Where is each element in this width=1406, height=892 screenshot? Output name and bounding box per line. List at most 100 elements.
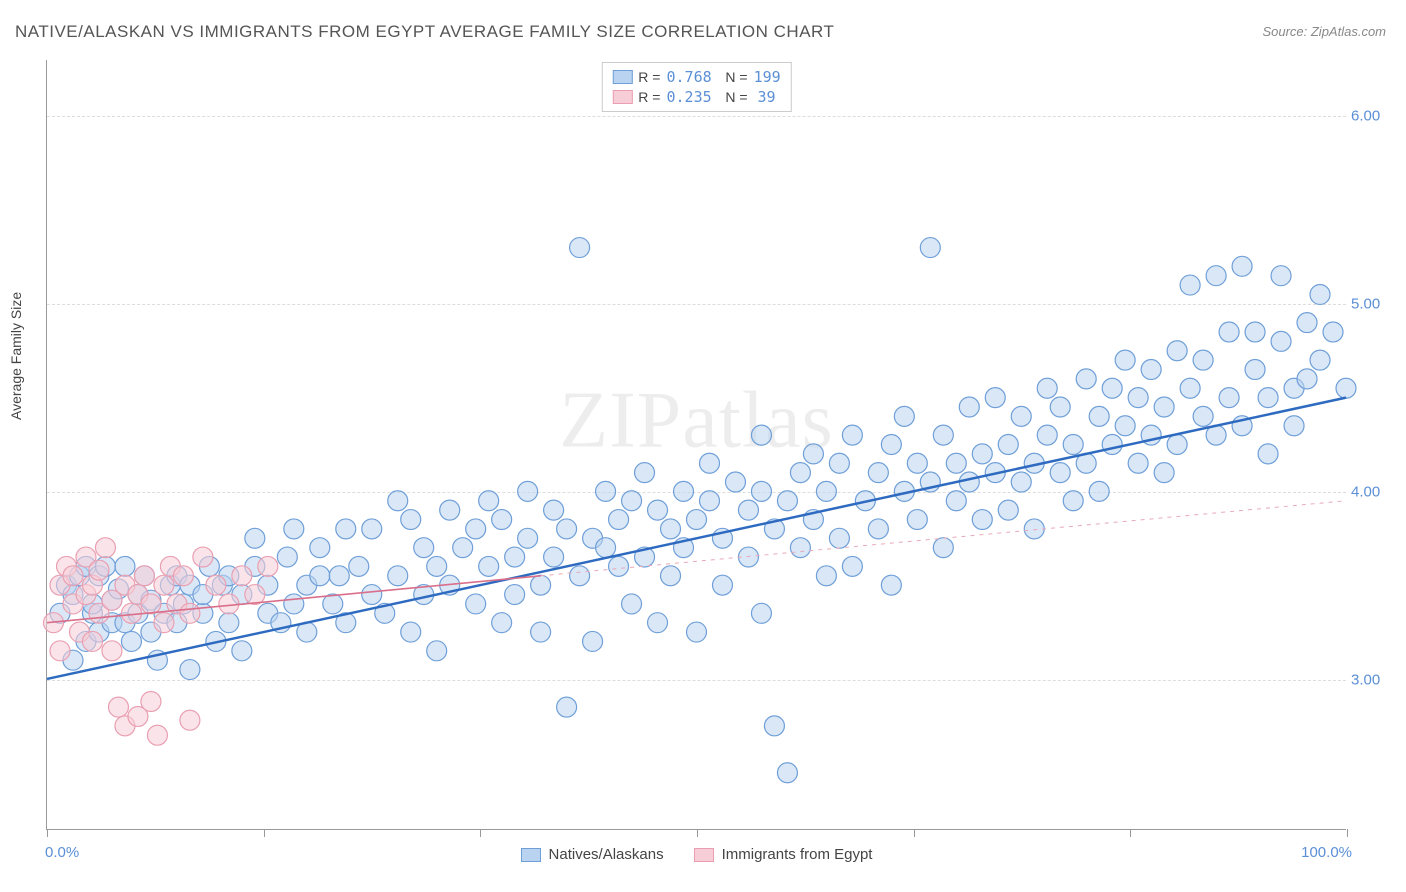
data-point	[518, 528, 538, 548]
swatch-pink-icon	[612, 90, 632, 104]
data-point	[1336, 378, 1356, 398]
data-point	[1128, 453, 1148, 473]
swatch-blue-icon	[612, 70, 632, 84]
x-tick	[914, 829, 915, 837]
data-point	[1037, 425, 1057, 445]
data-point	[453, 538, 473, 558]
data-point	[95, 538, 115, 558]
data-point	[180, 710, 200, 730]
data-point	[492, 510, 512, 530]
data-point	[725, 472, 745, 492]
data-point	[1011, 472, 1031, 492]
data-point	[362, 585, 382, 605]
data-point	[193, 547, 213, 567]
data-point	[842, 425, 862, 445]
source-attribution: Source: ZipAtlas.com	[1262, 24, 1386, 39]
data-point	[329, 566, 349, 586]
legend-item-natives: Natives/Alaskans	[521, 846, 664, 863]
data-point	[1167, 341, 1187, 361]
data-point	[570, 566, 590, 586]
data-point	[829, 528, 849, 548]
data-point	[1219, 388, 1239, 408]
data-point	[998, 435, 1018, 455]
data-point	[89, 560, 109, 580]
data-point	[310, 566, 330, 586]
data-point	[1271, 266, 1291, 286]
data-point	[699, 491, 719, 511]
data-point	[816, 481, 836, 501]
data-point	[531, 575, 551, 595]
data-point	[154, 613, 174, 633]
data-point	[946, 491, 966, 511]
data-point	[1076, 369, 1096, 389]
data-point	[985, 388, 1005, 408]
data-point	[388, 566, 408, 586]
data-point	[466, 594, 486, 614]
data-point	[829, 453, 849, 473]
data-point	[933, 425, 953, 445]
data-point	[310, 538, 330, 558]
data-point	[1297, 313, 1317, 333]
y-axis-label: Average Family Size	[8, 292, 24, 420]
y-tick-label: 6.00	[1351, 108, 1396, 125]
data-point	[284, 594, 304, 614]
data-point	[868, 463, 888, 483]
data-point	[557, 519, 577, 539]
y-tick-label: 3.00	[1351, 671, 1396, 688]
data-point	[1050, 397, 1070, 417]
data-point	[50, 641, 70, 661]
data-point	[121, 631, 141, 651]
plot-area: ZIPatlas R = 0.768 N = 199 R = 0.235 N =…	[46, 60, 1346, 830]
data-point	[972, 510, 992, 530]
data-point	[277, 547, 297, 567]
data-point	[596, 481, 616, 501]
data-point	[570, 238, 590, 258]
data-point	[790, 463, 810, 483]
data-point	[687, 622, 707, 642]
data-point	[505, 547, 525, 567]
data-point	[206, 575, 226, 595]
legend-item-egypt: Immigrants from Egypt	[694, 846, 873, 863]
data-point	[764, 716, 784, 736]
data-point	[803, 444, 823, 464]
data-point	[1154, 463, 1174, 483]
legend-row-natives: R = 0.768 N = 199	[612, 67, 780, 87]
data-point	[362, 519, 382, 539]
data-point	[1024, 519, 1044, 539]
data-point	[479, 491, 499, 511]
data-point	[1232, 256, 1252, 276]
data-point	[134, 566, 154, 586]
chart-title: NATIVE/ALASKAN VS IMMIGRANTS FROM EGYPT …	[15, 22, 834, 42]
data-point	[492, 613, 512, 633]
data-point	[1258, 444, 1278, 464]
data-point	[661, 566, 681, 586]
data-point	[946, 453, 966, 473]
data-point	[63, 566, 83, 586]
data-point	[1245, 359, 1265, 379]
data-point	[1206, 266, 1226, 286]
data-point	[751, 481, 771, 501]
data-point	[82, 631, 102, 651]
data-point	[1310, 284, 1330, 304]
x-tick	[1130, 829, 1131, 837]
correlation-legend: R = 0.768 N = 199 R = 0.235 N = 39	[601, 62, 791, 112]
data-point	[1102, 378, 1122, 398]
data-point	[1063, 491, 1083, 511]
data-point	[115, 556, 135, 576]
data-point	[751, 603, 771, 623]
swatch-pink-icon	[694, 848, 714, 862]
n-value-natives: 199	[754, 68, 781, 86]
y-tick-label: 5.00	[1351, 296, 1396, 313]
data-point	[894, 406, 914, 426]
data-point	[401, 510, 421, 530]
data-point	[1037, 378, 1057, 398]
x-tick	[47, 829, 48, 837]
data-point	[1284, 416, 1304, 436]
data-point	[544, 500, 564, 520]
data-point	[401, 622, 421, 642]
data-point	[427, 641, 447, 661]
data-point	[284, 519, 304, 539]
swatch-blue-icon	[521, 848, 541, 862]
data-point	[622, 594, 642, 614]
data-point	[544, 547, 564, 567]
